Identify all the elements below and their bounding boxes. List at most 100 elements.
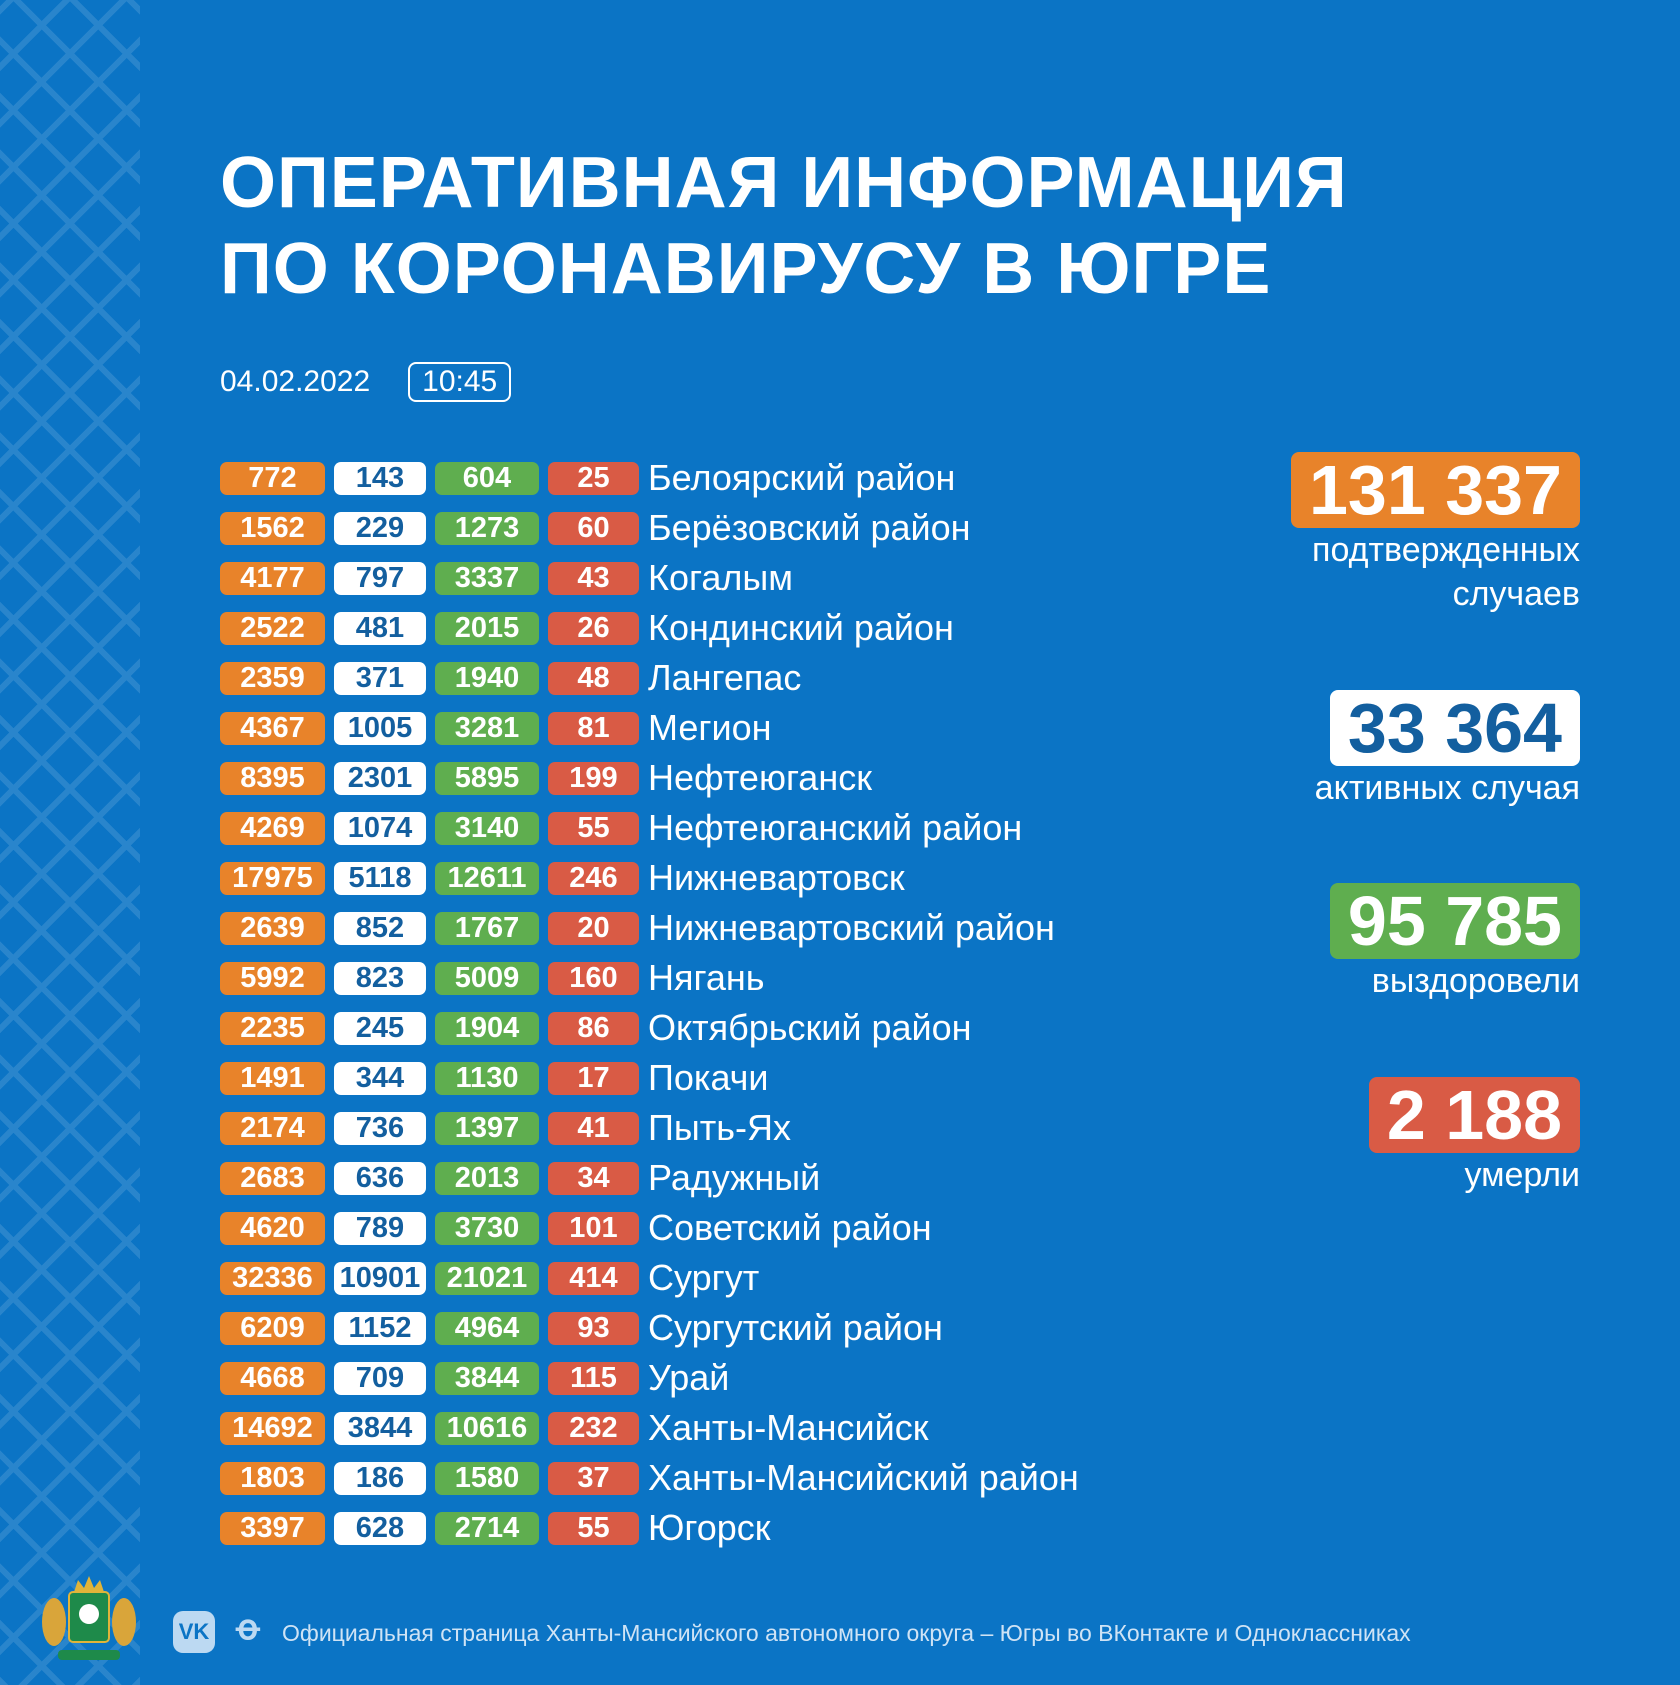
recovered-cell: 1904 xyxy=(435,1011,539,1045)
title-line-2: ПО КОРОНАВИРУСУ В ЮГРЕ xyxy=(220,229,1272,309)
died-cell: 37 xyxy=(548,1461,639,1495)
district-name: Мегион xyxy=(648,707,772,748)
active-cell: 1152 xyxy=(334,1311,426,1345)
recovered-cell: 3337 xyxy=(435,561,539,595)
recovered-cell: 5895 xyxy=(435,761,539,795)
vk-icon[interactable]: VK xyxy=(173,1611,215,1653)
summary-died: 2 188 умерли xyxy=(1368,1077,1580,1197)
recovered-cell: 21021 xyxy=(435,1261,539,1295)
died-cell: 60 xyxy=(548,511,639,545)
recovered-cell: 3281 xyxy=(435,711,539,745)
recovered-cell: 2714 xyxy=(435,1511,539,1545)
district-name: Кондинский район xyxy=(648,607,954,648)
odnoklassniki-icon[interactable]: ꝋ xyxy=(236,1609,260,1647)
active-cell: 852 xyxy=(334,911,426,945)
died-cell: 25 xyxy=(548,461,639,495)
table-row: 4177 797 3337 43 Когалым xyxy=(220,553,1079,603)
active-cell: 789 xyxy=(334,1211,426,1245)
table-row: 2174 736 1397 41 Пыть-Ях xyxy=(220,1103,1079,1153)
died-cell: 20 xyxy=(548,911,639,945)
died-cell: 160 xyxy=(548,961,639,995)
time-badge: 10:45 xyxy=(408,362,512,402)
table-row: 4269 1074 3140 55 Нефтеюганский район xyxy=(220,803,1079,853)
summary-recovered: 95 785 выздоровели xyxy=(1329,883,1580,1003)
recovered-cell: 604 xyxy=(435,461,539,495)
footer-text: Официальная страница Ханты-Мансийского а… xyxy=(282,1620,1411,1646)
table-row: 6209 1152 4964 93 Сургутский район xyxy=(220,1303,1079,1353)
table-row: 1562 229 1273 60 Берёзовский район xyxy=(220,503,1079,553)
died-cell: 232 xyxy=(548,1411,639,1445)
confirmed-cell: 8395 xyxy=(220,761,325,795)
district-name: Ханты-Мансийск xyxy=(648,1407,929,1448)
table-row: 2683 636 2013 34 Радужный xyxy=(220,1153,1079,1203)
confirmed-cell: 3397 xyxy=(220,1511,325,1545)
confirmed-cell: 4367 xyxy=(220,711,325,745)
confirmed-cell: 4269 xyxy=(220,811,325,845)
died-cell: 115 xyxy=(548,1361,639,1395)
active-cell: 823 xyxy=(334,961,426,995)
table-row: 2639 852 1767 20 Нижневартовский район xyxy=(220,903,1079,953)
table-row: 2522 481 2015 26 Кондинский район xyxy=(220,603,1079,653)
active-cell: 245 xyxy=(334,1011,426,1045)
recovered-cell: 3140 xyxy=(435,811,539,845)
active-label: активных случая xyxy=(1314,769,1580,807)
died-label: умерли xyxy=(1464,1156,1580,1194)
district-name: Нефтеюганский район xyxy=(648,807,1023,848)
district-name: Урай xyxy=(648,1357,730,1398)
recovered-cell: 1767 xyxy=(435,911,539,945)
active-cell: 797 xyxy=(334,561,426,595)
district-name: Октябрьский район xyxy=(648,1007,972,1048)
active-cell: 371 xyxy=(334,661,426,695)
district-name: Нягань xyxy=(648,957,765,998)
confirmed-cell: 2683 xyxy=(220,1161,325,1195)
confirmed-cell: 2174 xyxy=(220,1111,325,1145)
confirmed-cell: 2639 xyxy=(220,911,325,945)
died-cell: 93 xyxy=(548,1311,639,1345)
table-row: 3397 628 2714 55 Югорск xyxy=(220,1503,1079,1553)
district-name: Нефтеюганск xyxy=(648,757,872,798)
recovered-label: выздоровели xyxy=(1371,962,1580,1000)
died-cell: 246 xyxy=(548,861,639,895)
confirmed-cell: 4620 xyxy=(220,1211,325,1245)
recovered-cell: 3844 xyxy=(435,1361,539,1395)
died-cell: 43 xyxy=(548,561,639,595)
recovered-cell: 2015 xyxy=(435,611,539,645)
died-cell: 55 xyxy=(548,811,639,845)
died-cell: 199 xyxy=(548,761,639,795)
confirmed-cell: 4177 xyxy=(220,561,325,595)
table-row: 2359 371 1940 48 Лангепас xyxy=(220,653,1079,703)
confirmed-cell: 1491 xyxy=(220,1061,325,1095)
active-cell: 709 xyxy=(334,1361,426,1395)
district-name: Лангепас xyxy=(648,657,802,698)
confirmed-cell: 772 xyxy=(220,461,325,495)
table-row: 4668 709 3844 115 Урай xyxy=(220,1353,1079,1403)
district-name: Ханты-Мансийский район xyxy=(648,1457,1079,1498)
confirmed-cell: 1562 xyxy=(220,511,325,545)
recovered-cell: 10616 xyxy=(435,1411,539,1445)
died-cell: 414 xyxy=(548,1261,639,1295)
table-row: 4367 1005 3281 81 Мегион xyxy=(220,703,1079,753)
footer: VK ꝋ Официальная страница Ханты-Мансийск… xyxy=(0,1570,1680,1670)
active-cell: 636 xyxy=(334,1161,426,1195)
page-title: ОПЕРАТИВНАЯ ИНФОРМАЦИЯ ПО КОРОНАВИРУСУ В… xyxy=(220,140,1348,312)
confirmed-total: 131 337 xyxy=(1290,452,1580,528)
died-cell: 55 xyxy=(548,1511,639,1545)
recovered-cell: 1397 xyxy=(435,1111,539,1145)
table-row: 2235 245 1904 86 Октябрьский район xyxy=(220,1003,1079,1053)
recovered-cell: 3730 xyxy=(435,1211,539,1245)
confirmed-cell: 2359 xyxy=(220,661,325,695)
confirmed-cell: 14692 xyxy=(220,1411,325,1445)
table-row: 14692 3844 10616 232 Ханты-Мансийск xyxy=(220,1403,1079,1453)
district-name: Нижневартовский район xyxy=(648,907,1055,948)
table-row: 1803 186 1580 37 Ханты-Мансийский район xyxy=(220,1453,1079,1503)
died-cell: 86 xyxy=(548,1011,639,1045)
date-time: 04.02.2022 10:45 xyxy=(220,362,512,402)
active-cell: 344 xyxy=(334,1061,426,1095)
recovered-cell: 2013 xyxy=(435,1161,539,1195)
confirmed-cell: 1803 xyxy=(220,1461,325,1495)
active-total: 33 364 xyxy=(1329,690,1580,766)
active-cell: 3844 xyxy=(334,1411,426,1445)
died-cell: 17 xyxy=(548,1061,639,1095)
confirmed-cell: 5992 xyxy=(220,961,325,995)
confirmed-label-2: случаев xyxy=(1452,575,1580,613)
